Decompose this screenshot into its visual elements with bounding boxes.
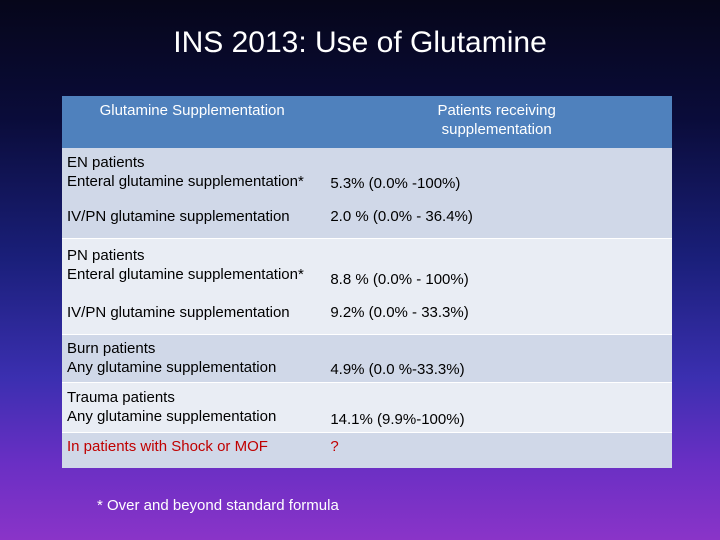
group-label: PN patients [67,247,145,265]
table-row: EN patients Enteral glutamine supplement… [62,148,672,196]
group-label: Trauma patients [67,389,175,406]
item-label: Enteral glutamine supplementation* [67,173,304,190]
row-label: Trauma patients Any glutamine supplement… [62,381,322,432]
table-row: IV/PN glutamine supplementation 2.0 % (0… [62,196,672,238]
row-label: EN patients Enteral glutamine supplement… [62,148,321,196]
row-value: 9.2% (0.0% - 33.3%) [330,304,469,322]
header-glutamine-supplementation: Glutamine Supplementation [99,102,285,119]
row-value: 14.1% (9.9%-100%) [321,381,672,432]
item-label: IV/PN glutamine supplementation [67,304,290,322]
slide-title: INS 2013: Use of Glutamine [173,26,547,59]
row-value: 8.8 % (0.0% - 100%) [321,237,672,292]
table-row: In patients with Shock or MOF ? [62,431,672,468]
glutamine-table: Glutamine Supplementation Patients recei… [62,96,672,468]
row-value: 2.0 % (0.0% - 36.4%) [330,208,473,226]
table-row: IV/PN glutamine supplementation 9.2% (0.… [62,292,672,334]
table-row: Trauma patients Any glutamine supplement… [62,381,672,432]
table-header-row: Glutamine Supplementation Patients recei… [62,96,672,148]
footnote: * Over and beyond standard formula [97,497,339,514]
row-label: Burn patients Any glutamine supplementat… [62,333,322,382]
item-label: Any glutamine supplementation [67,359,277,376]
row-value: 5.3% (0.0% -100%) [330,175,461,192]
item-label: IV/PN glutamine supplementation [67,208,290,226]
row-value: 4.9% (0.0 %-33.3%) [321,333,672,382]
item-label: Enteral glutamine supplementation* [67,266,304,284]
header-patients-receiving: Patients receiving supplementation [437,102,556,138]
table-row: Burn patients Any glutamine supplementat… [62,333,672,382]
group-label: Burn patients [67,340,156,357]
shock-mof-label: In patients with Shock or MOF [62,431,322,468]
group-label: EN patients [67,154,145,171]
row-label: PN patients Enteral glutamine supplement… [62,237,322,292]
item-label: Any glutamine supplementation [67,408,277,425]
table-row: PN patients Enteral glutamine supplement… [62,237,672,292]
shock-mof-value: ? [321,431,672,468]
